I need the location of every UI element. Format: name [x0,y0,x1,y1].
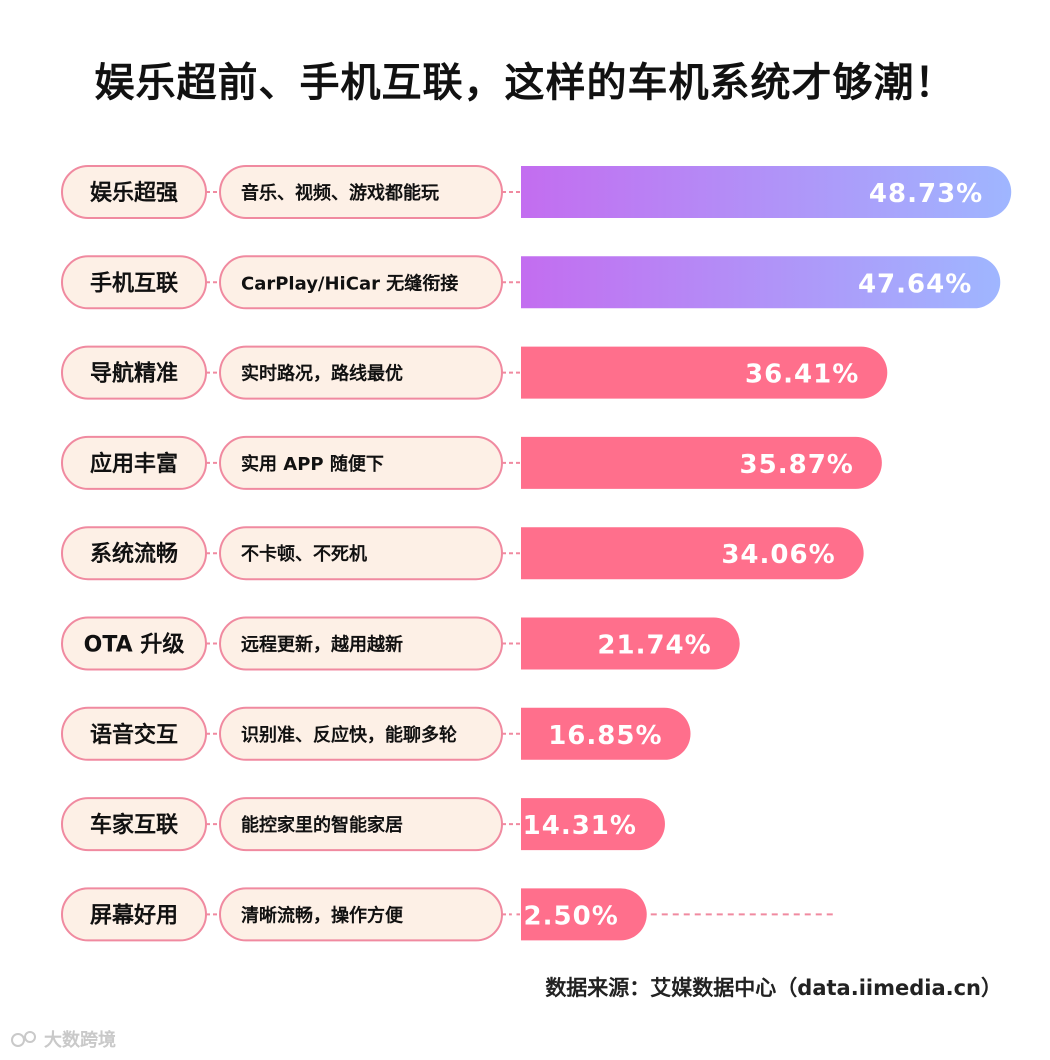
description-label: 实用 APP 随便下 [241,453,384,475]
watermark: 大数跨境 [10,1026,116,1052]
bar-value-label: 16.85% [548,721,662,751]
bar-value-label: 12.50% [504,901,618,931]
category-label: 导航精准 [90,361,178,387]
description-label: 能控家里的智能家居 [241,814,403,836]
description-label: 实时路况，路线最优 [241,363,403,385]
bar-value-label: 48.73% [869,179,983,209]
bar-value-label: 21.74% [597,631,711,661]
bar [521,798,665,851]
bar-value-label: 36.41% [745,360,859,390]
watermark-text: 大数跨境 [44,1030,116,1051]
bar-value-label: 35.87% [740,450,854,480]
description-label: 清晰流畅，操作方便 [241,904,404,926]
category-label: 应用丰富 [90,451,178,477]
bar [521,527,864,580]
bar-value-label: 34.06% [721,540,835,570]
category-label: 车家互联 [90,812,178,838]
watermark-logo-icon [11,1031,36,1047]
bar-value-label: 14.31% [523,811,637,841]
bar [521,707,691,760]
description-label: 音乐、视频、游戏都能玩 [241,182,439,204]
category-label: 屏幕好用 [90,902,178,928]
description-label: 远程更新，越用越新 [241,634,403,656]
bar [521,256,1001,309]
chart-title: 娱乐超前、手机互联，这样的车机系统才够潮！ [94,60,956,106]
category-label: OTA 升级 [84,632,185,658]
bar [521,888,647,941]
bar-value-label: 47.64% [858,269,972,299]
bar [521,166,1012,219]
description-label: CarPlay/HiCar 无缝衔接 [241,272,458,294]
category-label: 手机互联 [90,271,178,296]
category-label: 系统流畅 [90,541,178,567]
description-label: 识别准、反应快，能聊多轮 [241,724,457,746]
category-label: 语音交互 [90,722,178,748]
data-source: 数据来源：艾媒数据中心（data.iimedia.cn） [545,976,1002,1000]
category-label: 娱乐超强 [90,181,178,206]
bar [521,617,740,670]
bar [521,436,882,489]
description-label: 不卡顿、不死机 [241,543,367,565]
bar [521,346,888,399]
